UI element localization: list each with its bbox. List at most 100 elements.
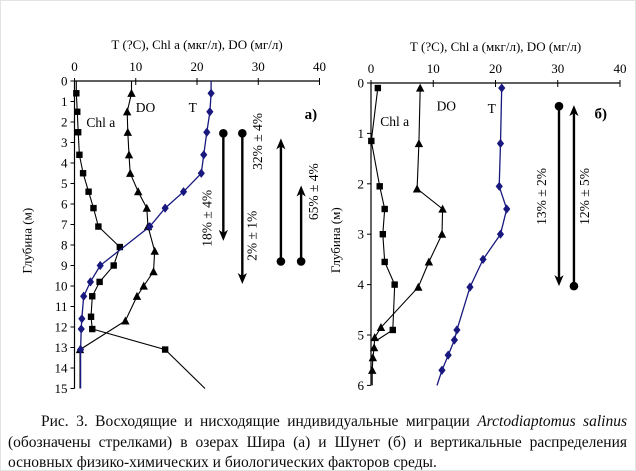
square-marker-icon [381,205,388,213]
triangle-marker-icon [412,184,422,193]
triangle-marker-icon [139,281,148,290]
y-tick-label: 8 [61,238,68,253]
y-tick-label: 10 [55,279,68,294]
x-tick-label: 20 [191,59,204,74]
square-marker-icon [116,243,124,251]
triangle-marker-icon [132,291,142,300]
y-tick-label: 3 [61,135,68,150]
diamond-marker-icon [444,350,452,360]
arrow-head-icon [218,229,228,241]
series-label: DO [437,99,457,114]
triangle-marker-icon [121,316,130,325]
diamond-marker-icon [146,221,154,232]
diamond-marker-icon [77,324,85,334]
migration-arrow-up: 65% ± 4% [296,163,321,266]
arrow-head-icon [569,105,579,117]
migration-percentage-label: 12% ± 5% [577,168,592,225]
triangle-marker-icon [424,257,434,266]
x-tick-label: 0 [368,61,375,76]
square-marker-icon [79,170,87,177]
square-marker-icon [368,137,375,145]
square-marker-icon [389,326,396,334]
series-label: Chl a [380,114,409,129]
diamond-marker-icon [206,107,214,117]
square-marker-icon [74,129,82,136]
caption-species-italic: Arctodiaptomus salinus [477,413,627,430]
y-tick-label: 13 [55,340,68,355]
series-chl-a: Chl a [73,81,206,389]
x-axis-title: Т (?С), Chl a (мкг/л), DO (мг/л) [111,37,282,52]
y-tick-label: 0 [61,74,68,89]
panel-letter-label: б) [594,106,607,122]
y-tick-label: 2 [358,176,365,191]
x-axis-title: Т (?С), Chl a (мкг/л), DO (мг/л) [410,39,581,54]
triangle-marker-icon [415,83,425,92]
y-tick-label: 11 [55,299,68,314]
y-tick-label: 6 [358,378,365,393]
arrow-origin-dot-icon [296,257,306,266]
x-tick-label: 0 [71,59,78,74]
triangle-marker-icon [370,333,379,342]
diamond-marker-icon [197,168,205,178]
triangle-marker-icon [369,343,379,352]
series-label: DO [136,100,156,115]
y-tick-label: 1 [358,126,365,141]
y-tick-label: 4 [358,277,365,292]
y-tick-label: 15 [55,381,68,396]
series-label: T [189,100,198,115]
triangle-marker-icon [126,168,135,177]
arrow-head-icon [276,138,286,150]
square-marker-icon [74,108,81,115]
triangle-marker-icon [438,204,447,213]
y-tick-label: 12 [55,320,68,335]
square-marker-icon [73,90,80,97]
y-tick-label: 0 [358,76,365,91]
square-marker-icon [110,262,117,269]
diamond-marker-icon [495,181,503,191]
square-marker-icon [161,346,169,353]
diamond-marker-icon [77,344,85,355]
diamond-marker-icon [179,187,188,197]
triangle-marker-icon [150,246,159,255]
diamond-marker-icon [161,203,169,213]
arrow-origin-dot-icon [569,281,579,291]
caption-text: (обозначены стрелками) в озерах Шира (а)… [8,433,627,471]
y-axis-title: Глубина (м) [20,208,35,274]
migration-percentage-label: 32% ± 4% [250,113,265,170]
series-label: Chl a [86,115,115,130]
triangle-marker-icon [368,365,377,374]
diamond-marker-icon [496,138,505,149]
triangle-marker-icon [414,282,423,291]
y-tick-label: 14 [55,361,69,376]
triangle-marker-icon [127,88,136,97]
diamond-marker-icon [78,314,86,324]
triangle-marker-icon [122,107,132,116]
migration-arrow-up: 12% ± 5% [569,105,592,291]
diamond-marker-icon [200,150,208,160]
y-tick-label: 4 [61,156,68,171]
square-marker-icon [379,231,387,238]
series-line [79,81,156,389]
diamond-marker-icon [503,204,511,214]
series-label: T [488,101,497,116]
x-tick-label: 20 [489,61,502,76]
series-chl-a: Chl a [368,84,409,341]
square-marker-icon [96,278,103,286]
series-t: T [436,83,511,386]
arrow-origin-dot-icon [554,101,564,111]
diamond-marker-icon [498,83,506,93]
diamond-marker-icon [96,260,104,271]
triangle-marker-icon [368,353,378,362]
triangle-marker-icon [149,267,158,276]
migration-arrow-down: 2% ± 1% [237,128,259,284]
migration-percentage-label: 2% ± 1% [244,211,259,261]
panel-b: 0 10 20 30 40 0 1 2 3 4 5 6 Т (?С), Chl a (мкг/л), D… [328,39,627,393]
caption-text: Рис. 3. Восходящие и нисходящие индивиду… [41,413,478,430]
x-tick-label: 30 [252,59,265,74]
square-marker-icon [90,204,97,212]
diamond-marker-icon [466,282,474,292]
square-marker-icon [76,151,83,158]
series-do: DO [368,83,457,386]
